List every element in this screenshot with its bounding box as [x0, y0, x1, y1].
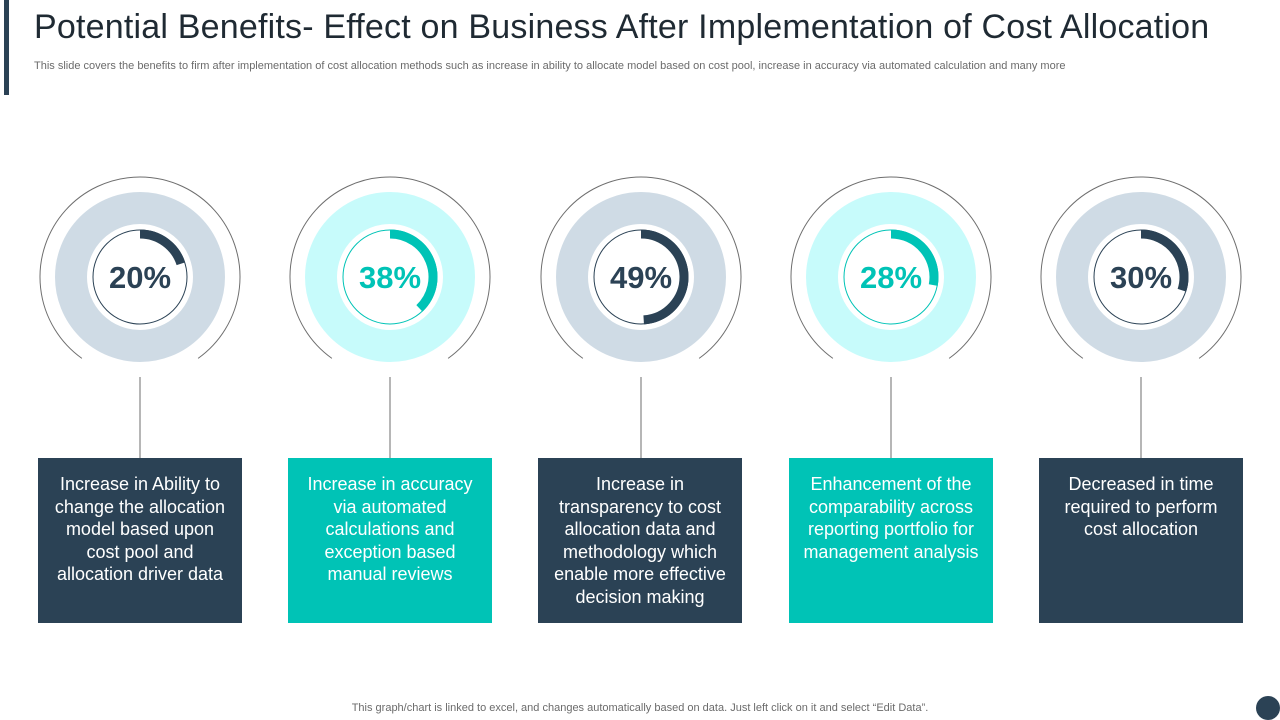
benefit-card-5: Decreased in time required to perform co… — [1039, 458, 1243, 623]
outer-arc-2 — [289, 176, 491, 359]
background-ring-5 — [1056, 192, 1226, 362]
title-accent-bar — [4, 0, 9, 95]
value-arc-1 — [139, 229, 186, 266]
outer-arc-3 — [540, 176, 742, 359]
value-label-4: 28% — [860, 260, 922, 295]
page-title: Potential Benefits- Effect on Business A… — [34, 8, 1210, 46]
benefit-card-2-text: Increase in accuracy via automated calcu… — [307, 474, 473, 584]
background-ring-4 — [806, 192, 976, 362]
benefit-card-2: Increase in accuracy via automated calcu… — [288, 458, 492, 623]
background-ring-1 — [55, 192, 225, 362]
background-ring-2 — [305, 192, 475, 362]
benefit-card-1-text: Increase in Ability to change the alloca… — [54, 474, 226, 584]
page-subtitle: This slide covers the benefits to firm a… — [34, 60, 1066, 72]
value-label-3: 49% — [610, 260, 672, 295]
benefit-card-3: Increase in transparency to cost allocat… — [538, 458, 742, 623]
outer-arc-4 — [790, 176, 992, 359]
benefit-card-4-text: Enhancement of the comparability across … — [803, 474, 979, 562]
corner-dot-decoration — [1256, 696, 1280, 720]
background-ring-3 — [556, 192, 726, 362]
outer-arc-5 — [1040, 176, 1242, 359]
benefit-card-3-text: Increase in transparency to cost allocat… — [554, 474, 726, 607]
footer-note: This graph/chart is linked to excel, and… — [351, 702, 929, 714]
benefit-card-5-text: Decreased in time required to perform co… — [1064, 474, 1218, 539]
value-arc-3 — [640, 229, 689, 325]
benefit-card-4: Enhancement of the comparability across … — [789, 458, 993, 623]
value-label-2: 38% — [359, 260, 421, 295]
value-label-5: 30% — [1110, 260, 1172, 295]
value-label-1: 20% — [109, 260, 171, 295]
value-arc-2 — [389, 229, 438, 312]
benefit-card-1: Increase in Ability to change the alloca… — [38, 458, 242, 623]
value-arc-5 — [1140, 229, 1189, 292]
outer-arc-1 — [39, 176, 241, 359]
value-arc-4 — [890, 229, 939, 286]
